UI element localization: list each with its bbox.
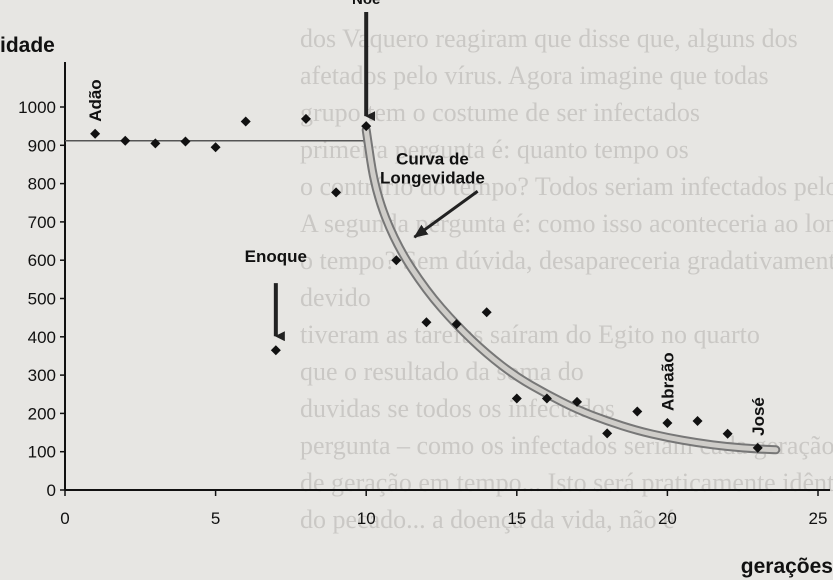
y-tick-label: 600 <box>28 251 56 270</box>
background-text-line: devido <box>300 283 371 312</box>
data-point <box>451 319 462 330</box>
y-tick-label: 900 <box>28 136 56 155</box>
y-tick-label: 400 <box>28 328 56 347</box>
data-point <box>541 393 552 404</box>
data-point <box>361 121 372 132</box>
data-point <box>270 345 281 356</box>
data-point <box>90 128 101 139</box>
data-point <box>602 428 613 439</box>
annotation-label: Curva de <box>396 149 469 168</box>
annotation-label: Abraão <box>658 352 677 411</box>
background-book-text: dos Vaquero reagiram que disse que, algu… <box>300 20 833 580</box>
data-point <box>481 307 492 318</box>
data-point <box>511 393 522 404</box>
annotation-label: Adão <box>86 79 105 122</box>
data-point <box>391 255 402 266</box>
x-tick-label: 0 <box>60 509 69 528</box>
y-axis-label: idade <box>0 34 55 57</box>
data-point <box>331 187 342 198</box>
data-point <box>150 138 161 149</box>
background-text-line: do pecado... a doença da vida, não é <box>300 505 675 534</box>
data-point <box>722 428 733 439</box>
data-point <box>632 406 643 417</box>
x-tick-label: 25 <box>809 509 828 528</box>
y-tick-label: 200 <box>28 404 56 423</box>
y-tick-label: 1000 <box>18 98 56 117</box>
y-tick-label: 100 <box>28 443 56 462</box>
data-point <box>210 142 221 153</box>
annotation-label: Noé <box>352 0 380 8</box>
x-axis-label: gerações <box>741 555 833 578</box>
data-point <box>120 135 131 146</box>
data-point <box>662 417 673 428</box>
curve-arrow <box>413 190 479 239</box>
annotation-label: Longevidade <box>380 169 485 188</box>
x-tick-label: 5 <box>211 509 220 528</box>
data-point <box>240 116 251 127</box>
background-text-line: de geração em tempo... Isto será pratica… <box>300 468 833 497</box>
background-text-line: dos Vaquero reagiram que disse que, algu… <box>300 24 798 53</box>
background-text-line: tiveram as tarefas saíram do Egito no qu… <box>300 320 760 349</box>
data-point <box>180 136 191 147</box>
annotation-label: José <box>749 397 768 436</box>
background-text-line: o contrário do tempo? Todos seriam infec… <box>300 172 833 201</box>
background-text-line: que o resultado da soma do <box>300 357 584 386</box>
y-tick-label: 0 <box>47 481 56 500</box>
x-tick-label: 20 <box>658 509 677 528</box>
data-point <box>692 416 703 427</box>
longevity-curve <box>363 127 779 453</box>
x-tick-label: 15 <box>507 509 526 528</box>
background-text-line: o tempo? Sem dúvida, desapareceria grada… <box>300 246 833 275</box>
x-tick-label: 10 <box>357 509 376 528</box>
y-tick-label: 300 <box>28 366 56 385</box>
y-tick-label: 500 <box>28 290 56 309</box>
y-tick-label: 800 <box>28 175 56 194</box>
data-point <box>752 442 763 453</box>
annotation-label: Enoque <box>245 247 307 266</box>
data-point <box>572 396 583 407</box>
data-point <box>421 317 432 328</box>
y-tick-label: 700 <box>28 213 56 232</box>
background-text-line: afetados pelo vírus. Agora imagine que t… <box>300 61 769 90</box>
data-point <box>300 113 311 124</box>
